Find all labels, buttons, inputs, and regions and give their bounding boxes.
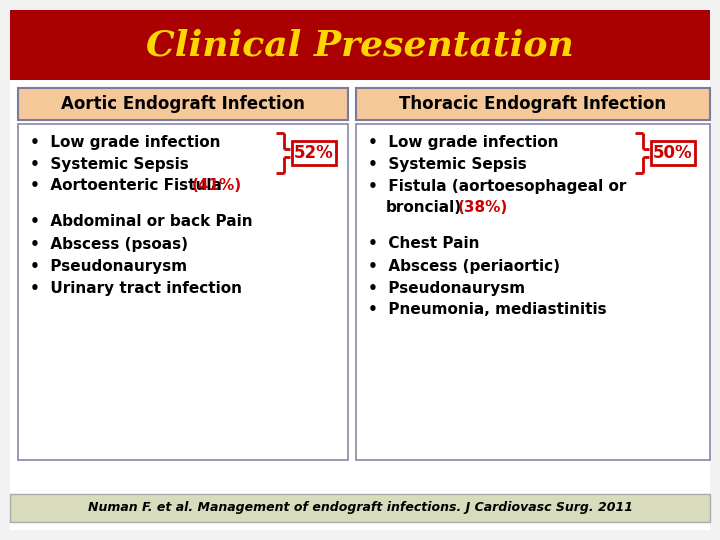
Text: Numan F. et al. Management of endograft infections. J Cardiovasc Surg. 2011: Numan F. et al. Management of endograft …: [88, 502, 632, 515]
Text: 50%: 50%: [653, 144, 693, 162]
Text: Thoracic Endograft Infection: Thoracic Endograft Infection: [400, 95, 667, 113]
Text: •  Systemic Sepsis: • Systemic Sepsis: [368, 157, 527, 172]
Bar: [10, 494, 710, 522]
Text: •  Low grade infection: • Low grade infection: [368, 134, 559, 150]
Text: Clinical Presentation: Clinical Presentation: [146, 28, 574, 62]
Text: •  Low grade infection: • Low grade infection: [30, 134, 220, 150]
Text: •  Abdominal or back Pain: • Abdominal or back Pain: [30, 214, 253, 230]
Text: •  Abscess (psoas): • Abscess (psoas): [30, 237, 188, 252]
Bar: [10, 10, 710, 80]
Text: •  Chest Pain: • Chest Pain: [368, 237, 480, 252]
Text: •  Urinary tract infection: • Urinary tract infection: [30, 280, 242, 295]
Text: (41%): (41%): [192, 179, 242, 193]
Text: (38%): (38%): [458, 200, 508, 215]
Text: •  Pseudonaurysm: • Pseudonaurysm: [368, 280, 525, 295]
Text: •  Aortoenteric Fistula: • Aortoenteric Fistula: [30, 179, 222, 193]
Text: broncial): broncial): [386, 200, 462, 215]
FancyBboxPatch shape: [18, 88, 348, 120]
Bar: [292, 141, 336, 165]
Bar: [651, 141, 695, 165]
FancyBboxPatch shape: [18, 124, 348, 460]
Text: •  Pseudonaurysm: • Pseudonaurysm: [30, 259, 187, 273]
Text: •  Fistula (aortoesophageal or: • Fistula (aortoesophageal or: [368, 179, 626, 193]
FancyBboxPatch shape: [356, 124, 710, 460]
Text: •  Systemic Sepsis: • Systemic Sepsis: [30, 157, 189, 172]
Text: 52%: 52%: [294, 144, 334, 162]
Text: •  Pneumonia, mediastinitis: • Pneumonia, mediastinitis: [368, 302, 607, 318]
FancyBboxPatch shape: [356, 88, 710, 120]
Text: Aortic Endograft Infection: Aortic Endograft Infection: [61, 95, 305, 113]
Text: •  Abscess (periaortic): • Abscess (periaortic): [368, 259, 560, 273]
